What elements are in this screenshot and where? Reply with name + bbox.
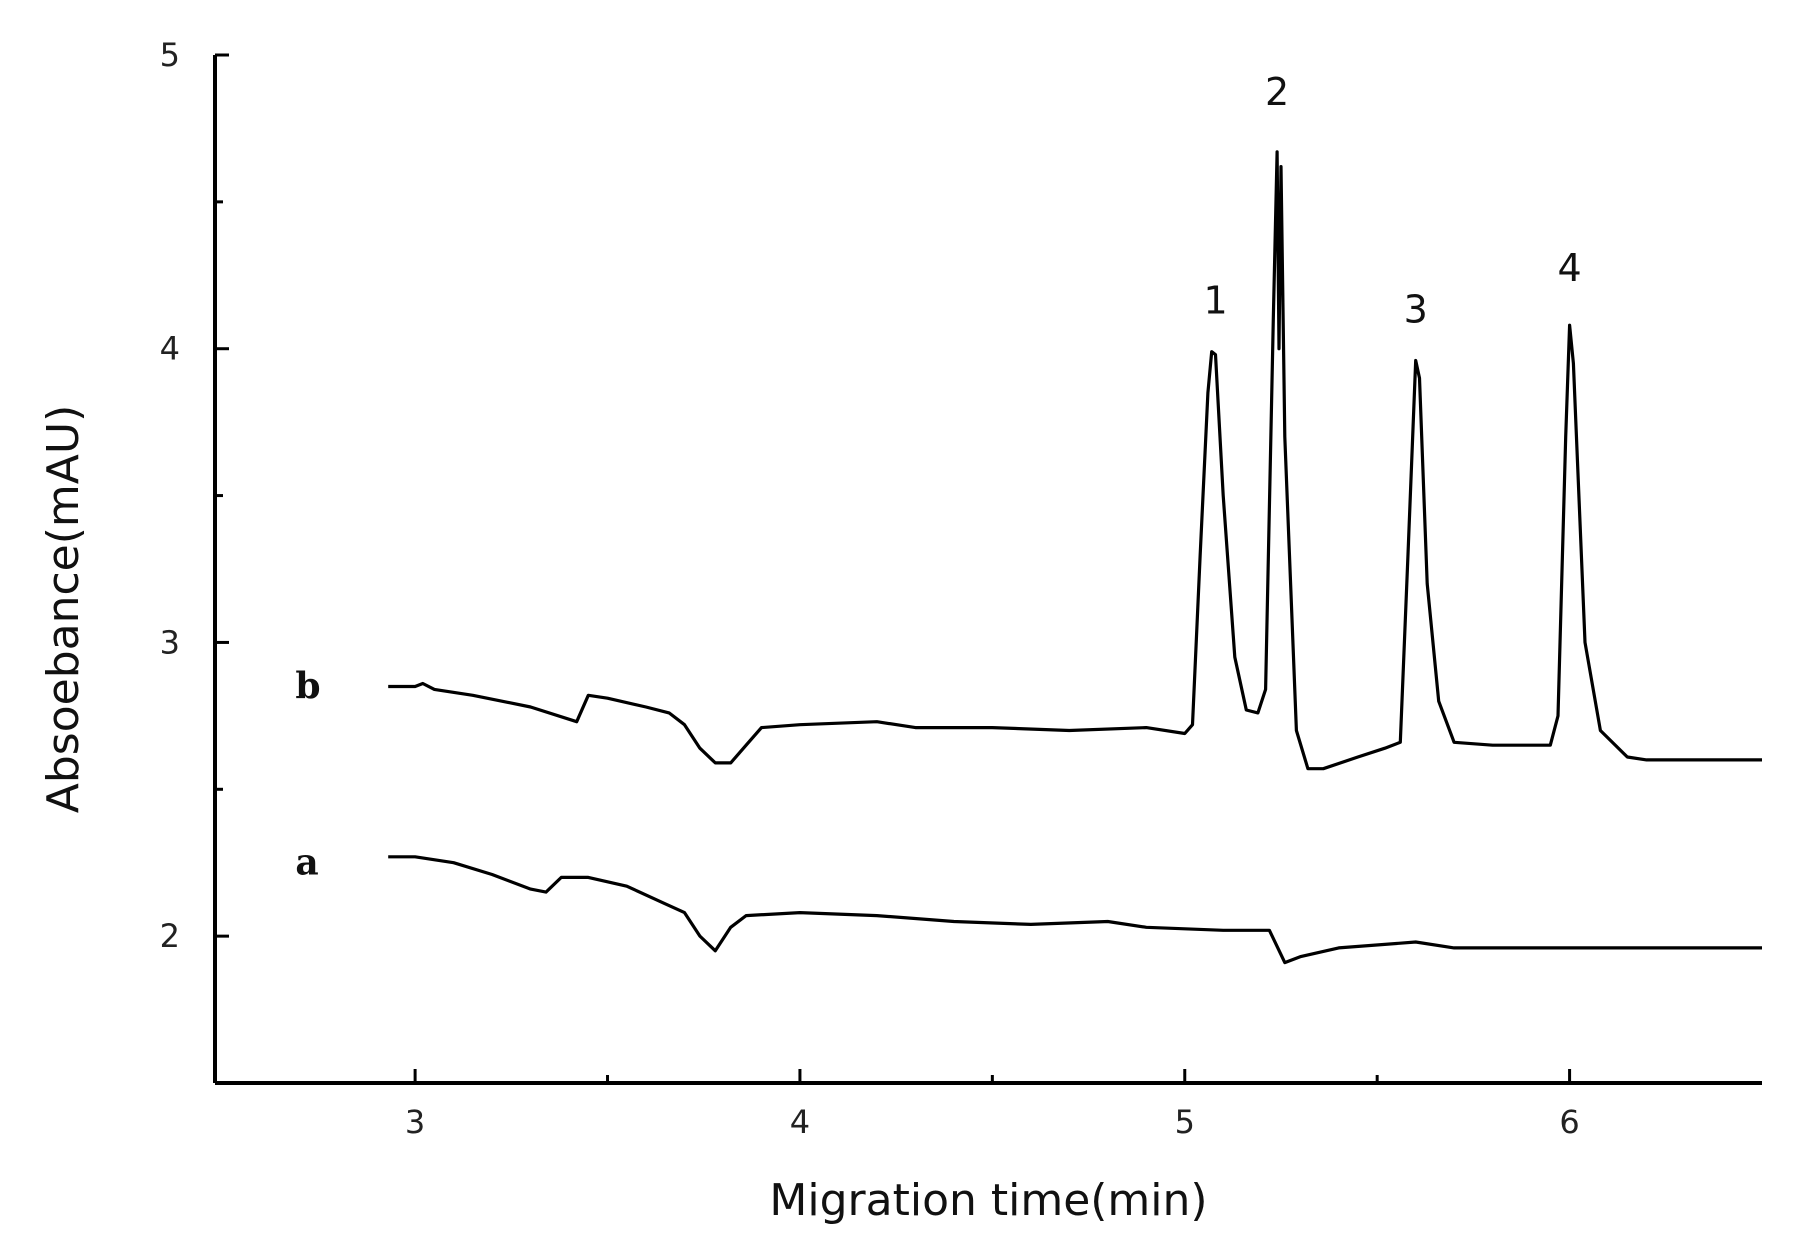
x-axis-title: Migration time(min) [769,1175,1207,1226]
x-tick-label: 3 [405,1103,425,1141]
peak-label-3: 3 [1404,287,1428,331]
y-tick-label: 2 [160,917,180,955]
axes [213,55,1762,1085]
ticks: 3 4 5 6 2 3 4 5 [160,36,1580,1141]
peak-label-1: 1 [1203,278,1227,322]
series-line-b [388,150,1762,771]
x-tick-label: 4 [790,1103,810,1141]
peak-label-4: 4 [1557,246,1581,290]
y-tick-label: 5 [160,36,180,74]
peak-label-2: 2 [1265,70,1289,114]
chart-labels: b a 1 2 3 4 [295,70,1581,884]
series-label-b: b [295,665,320,707]
series-lines [388,150,1762,965]
x-tick-label: 5 [1175,1103,1195,1141]
series-label-a: a [295,842,318,884]
y-axis-title: Absoebance(mAU) [38,405,89,813]
x-tick-label: 6 [1559,1103,1579,1141]
series-line-a [388,855,1762,965]
y-tick-label: 3 [160,623,180,661]
y-tick-label: 4 [160,330,180,368]
